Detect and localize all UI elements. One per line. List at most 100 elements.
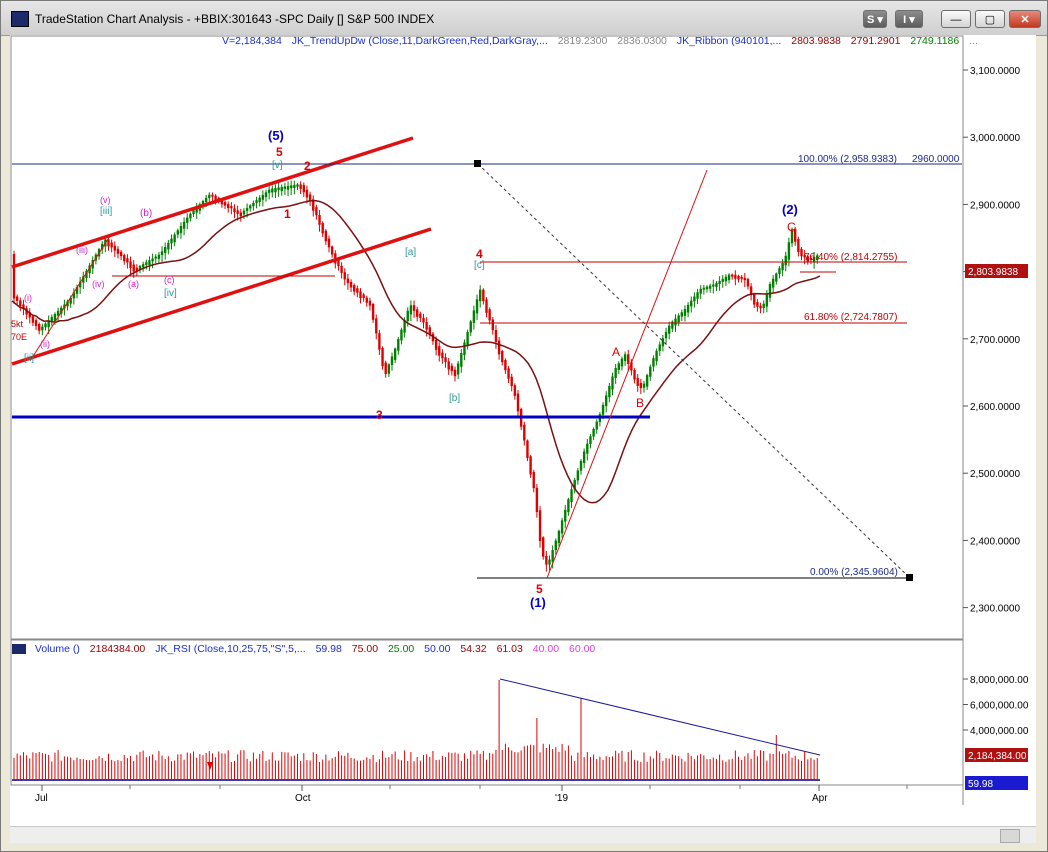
wave-label-A: A: [612, 345, 620, 359]
price-bar-body: [211, 194, 214, 197]
price-bar-body: [491, 319, 494, 331]
price-bar-body: [696, 292, 699, 299]
price-bar-body: [173, 234, 176, 243]
price-bar-body: [419, 313, 422, 319]
price-legend[interactable]: V=2,184,384 JK_TrendUpDw (Close,11,DarkG…: [222, 35, 985, 49]
scrollbar-thumb[interactable]: [1000, 829, 1020, 843]
price-bar-body: [589, 436, 592, 444]
fib-618-label: 61.80% (2,724.7807): [804, 312, 897, 323]
price-pane[interactable]: [10, 35, 964, 640]
legend-rsi-v8: 40.00: [532, 643, 560, 655]
price-bar-body: [787, 242, 791, 260]
price-bar-body: [441, 352, 444, 359]
price-bar-body: [639, 382, 643, 389]
price-bar-body: [545, 556, 548, 565]
price-axis: 3,100.00003,000.00002,900.00002,800.0000…: [963, 66, 1020, 615]
volume-legend[interactable]: Volume () 2184384.00 JK_RSI (Close,10,25…: [12, 643, 602, 657]
price-bar-body: [715, 283, 718, 288]
wave-label-v-paren: (v): [100, 195, 111, 205]
fib-anchor-top[interactable]: [474, 160, 481, 167]
price-bar-body: [138, 266, 142, 271]
rsi-marker: [965, 776, 1028, 790]
wave-label-5-top: 5: [276, 145, 283, 159]
price-axis-label: 2,500.0000: [970, 469, 1020, 480]
wave-label-C: C: [787, 220, 796, 234]
date-axis-label: '19: [555, 793, 568, 804]
volume-axis-label: 4,000,000.00: [970, 726, 1029, 737]
legend-rsi-v6: 54.32: [460, 643, 487, 655]
legend-vol-value: 2184384.00: [89, 643, 146, 655]
pane-icon: [12, 644, 26, 655]
price-bar-body: [740, 276, 743, 279]
price-bar-body: [110, 242, 113, 248]
channel-lower-line[interactable]: [11, 227, 432, 366]
wave-label-b-bracket: [b]: [449, 393, 460, 404]
price-bar-body: [759, 305, 762, 309]
price-bar-body: [393, 348, 397, 360]
price-axis-label: 2,300.0000: [970, 604, 1020, 615]
price-bar-body: [592, 428, 595, 437]
close-button[interactable]: ✕: [1009, 10, 1041, 28]
price-bar-body: [532, 472, 535, 489]
price-bar-body: [690, 300, 693, 307]
price-bar-body: [444, 357, 447, 362]
window-title: TradeStation Chart Analysis - +BBIX:3016…: [35, 12, 435, 26]
price-bar-body: [438, 346, 441, 356]
legend-rsi-value: 59.98: [315, 643, 342, 655]
price-bar-body: [126, 258, 129, 263]
price-bar-body: [778, 268, 781, 275]
chart-area[interactable]: 3,100.00003,000.00002,900.00002,800.0000…: [10, 35, 1036, 843]
price-bar-body: [712, 284, 715, 287]
trend-ray-line[interactable]: [546, 169, 708, 579]
tradestation-app-icon: [11, 11, 29, 27]
wave-label-3: 3: [376, 408, 383, 422]
price-bar-body: [223, 201, 227, 206]
legend-volume-study: Volume (): [34, 643, 80, 655]
price-bar-body: [378, 333, 381, 350]
price-bar-body: [296, 184, 299, 187]
price-bar-body: [677, 315, 680, 323]
price-bar-body: [475, 299, 479, 314]
fib-anchor-bottom[interactable]: [906, 574, 913, 581]
price-bar-body: [781, 263, 784, 271]
minimize-button[interactable]: —: [941, 10, 971, 28]
price-bar-body: [633, 370, 636, 380]
wave-label-i-paren: (i): [24, 293, 32, 303]
price-bar-body: [375, 318, 378, 334]
fib-diagonal-line[interactable]: [477, 163, 911, 579]
price-bar-body: [220, 199, 224, 205]
price-bar-body: [343, 272, 346, 280]
price-bar-body: [579, 461, 583, 471]
price-bar-body: [664, 331, 668, 339]
volume-trend-line[interactable]: [499, 678, 821, 756]
price-bar-body: [242, 210, 246, 215]
price-bar-body: [230, 206, 233, 209]
price-bar-body: [123, 255, 126, 262]
price-bar-body: [812, 256, 816, 262]
last-price-value: 2,803.9838: [968, 267, 1018, 278]
wave-label-big-1: (1): [530, 595, 546, 610]
maximize-button[interactable]: ▢: [975, 10, 1005, 28]
price-bar-body: [409, 305, 413, 315]
price-bar-body: [790, 229, 794, 244]
s-menu-button[interactable]: S ▾: [863, 10, 887, 28]
down-arrow-icon: [207, 762, 213, 770]
price-bar-body: [72, 292, 76, 299]
horizontal-scrollbar[interactable]: [10, 826, 1036, 843]
price-bar-body: [179, 226, 183, 234]
price-bar-body: [551, 550, 554, 562]
price-bar-body: [749, 286, 753, 296]
channel-upper-line[interactable]: [11, 136, 414, 269]
price-bar-body: [513, 385, 517, 396]
wave-label-5-bottom: 5: [536, 582, 543, 596]
legend-value-4: 2791.2901: [850, 35, 901, 47]
wave-label-ii-bracket: [ii]: [24, 353, 34, 364]
price-bar-body: [661, 338, 665, 347]
price-bar-body: [267, 189, 271, 193]
legend-rsi-oversold: 25.00: [387, 643, 415, 655]
price-bar-body: [384, 362, 387, 374]
price-bar-body: [31, 316, 35, 323]
price-bar-body: [693, 296, 696, 302]
price-bar-body: [425, 322, 428, 330]
i-menu-button[interactable]: I ▾: [895, 10, 923, 28]
